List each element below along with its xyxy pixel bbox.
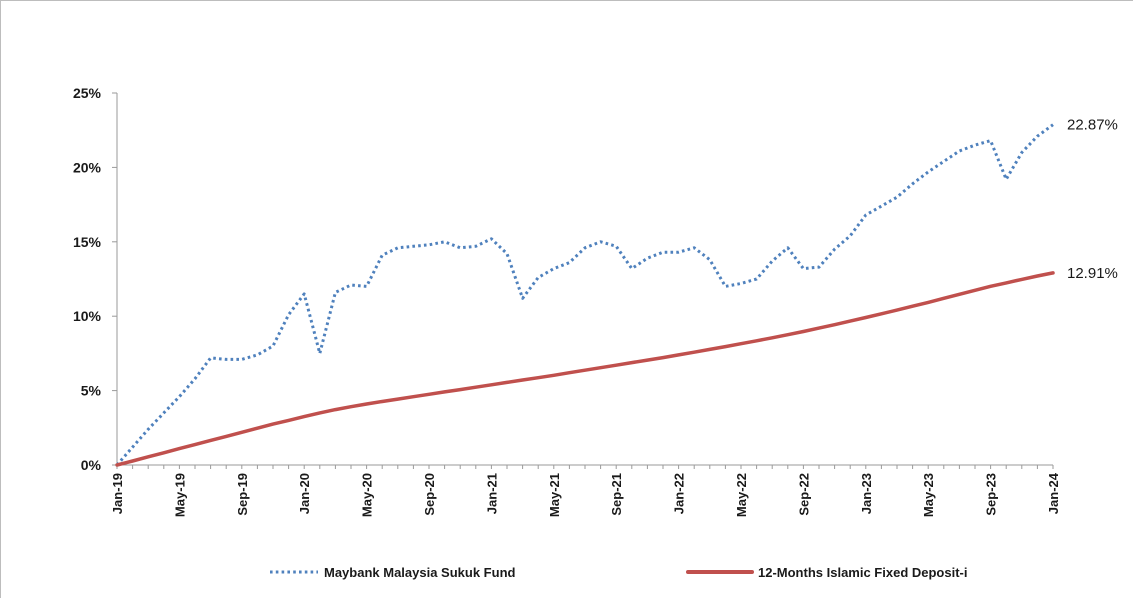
y-tick-label: 25% [73, 85, 102, 101]
end-labels: 22.87% 12.91% [1067, 117, 1118, 282]
fixed-deposit-line [115, 271, 1055, 467]
y-tick-label: 10% [73, 308, 102, 324]
legend-label-fixed-deposit: 12-Months Islamic Fixed Deposit-i [758, 565, 968, 580]
y-tick-label: 20% [73, 159, 102, 175]
legend-label-sukuk-fund: Maybank Malaysia Sukuk Fund [324, 565, 516, 580]
x-tick-label: May-19 [172, 473, 187, 517]
x-tick-label: Jan-23 [859, 473, 874, 514]
x-tick-label: Jan-20 [297, 473, 312, 514]
x-tick-label: May-21 [547, 473, 562, 517]
x-tick-label: May-20 [360, 473, 375, 517]
fixed-deposit-end-label: 12.91% [1067, 265, 1118, 282]
x-tick-label: Sep-22 [796, 473, 811, 516]
legend: Maybank Malaysia Sukuk Fund 12-Months Isl… [270, 565, 968, 580]
x-tick-label: Sep-20 [422, 473, 437, 516]
x-axis: Jan-19 May-19 Sep-19 Jan-20 May-20 Sep-20 Jan-… [110, 464, 1061, 517]
x-tick-label: Sep-21 [609, 473, 624, 516]
x-tick-label: Jan-19 [110, 473, 125, 514]
x-tick-label: Sep-19 [235, 473, 250, 516]
x-tick-label: Jan-24 [1046, 472, 1061, 514]
x-tick-label: Jan-22 [672, 473, 687, 514]
sukuk-fund-end-label: 22.87% [1067, 117, 1118, 134]
sukuk-fund-line [115, 123, 1054, 466]
series-lines [115, 123, 1055, 467]
x-tick-label: May-22 [734, 473, 749, 517]
y-tick-label: 15% [73, 234, 102, 250]
y-axis: 0% 5% 10% 15% 20% 25% [73, 85, 118, 473]
x-tick-label: May-23 [921, 473, 936, 517]
y-tick-label: 5% [81, 383, 102, 399]
y-tick-label: 0% [81, 457, 102, 473]
x-tick-label: Sep-23 [984, 473, 999, 516]
x-tick-label: Jan-21 [484, 473, 499, 514]
